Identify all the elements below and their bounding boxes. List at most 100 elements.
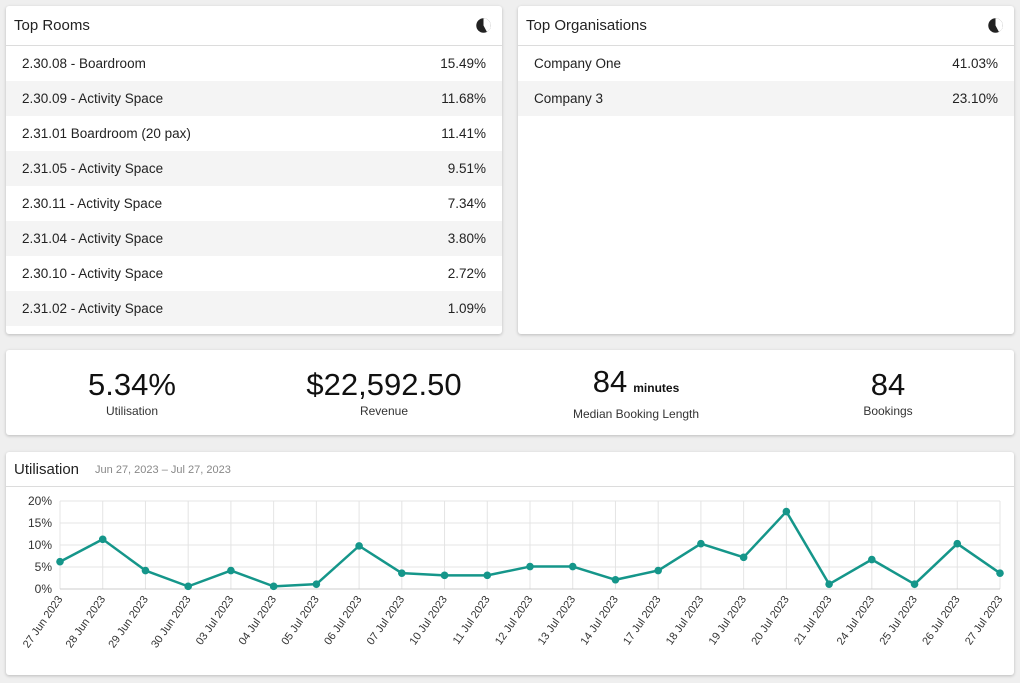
list-item-name: 2.30.10 - Activity Space — [22, 266, 164, 281]
list-item: 2.30.11 - Activity Space 7.34% — [6, 186, 502, 221]
y-tick-label: 15% — [28, 516, 52, 530]
top-rooms-list: 2.30.08 - Boardroom 15.49% 2.30.09 - Activ… — [6, 46, 502, 326]
list-item-name: 2.31.04 - Activity Space — [22, 231, 164, 246]
kpi-revenue: $22,592.50 Revenue — [258, 350, 510, 435]
utilisation-date-range: Jun 27, 2023 – Jul 27, 2023 — [95, 464, 231, 476]
y-tick-label: 20% — [28, 494, 52, 508]
kpi-utilisation-label: Utilisation — [105, 403, 159, 418]
list-item-value: 7.34% — [447, 196, 486, 211]
list-item-value: 15.49% — [440, 56, 486, 71]
x-tick-label: 06 Jul 2023 — [322, 594, 364, 647]
kpi-bookings-label: Bookings — [863, 403, 913, 418]
kpi-median-label: Median Booking Length — [572, 406, 700, 421]
pie-chart-icon[interactable] — [475, 17, 492, 34]
utilisation-chart-header: Utilisation Jun 27, 2023 – Jul 27, 2023 — [6, 452, 1014, 487]
list-item-name: 2.31.02 - Activity Space — [22, 301, 164, 316]
list-item: Company One 41.03% — [518, 46, 1014, 81]
list-item-value: 9.51% — [447, 161, 486, 176]
x-tick-label: 27 Jul 2023 — [963, 594, 1005, 647]
x-tick-label: 11 Jul 2023 — [451, 594, 493, 647]
utilisation-data-point — [782, 507, 791, 516]
list-item: 2.31.04 - Activity Space 3.80% — [6, 221, 502, 256]
utilisation-data-point — [98, 535, 107, 544]
kpi-utilisation: 5.34% Utilisation — [6, 350, 258, 435]
utilisation-data-point — [825, 580, 833, 588]
top-organisations-header: Top Organisations — [518, 6, 1014, 46]
utilisation-data-point — [141, 566, 150, 575]
list-item-name: Company 3 — [534, 91, 604, 106]
list-item: 2.30.08 - Boardroom 15.49% — [6, 46, 502, 81]
y-tick-label: 0% — [35, 582, 53, 596]
utilisation-data-point — [526, 562, 534, 571]
list-item-value: 2.72% — [447, 266, 486, 281]
x-tick-label: 14 Jul 2023 — [578, 594, 620, 647]
utilisation-data-point — [868, 555, 876, 564]
top-rooms-header: Top Rooms — [6, 6, 502, 46]
list-item-name: 2.30.11 - Activity Space — [22, 196, 163, 211]
kpi-bookings-value: 84 — [870, 366, 906, 402]
list-item: 2.31.01 Boardroom (20 pax) 11.41% — [6, 116, 502, 151]
utilisation-data-point — [56, 557, 64, 566]
x-tick-label: 28 Jun 2023 — [64, 594, 109, 650]
top-rooms-card: Top Rooms 2.30.08 - Boardroom 15.49% 2.30.… — [6, 6, 502, 334]
x-tick-label: 04 Jul 2023 — [237, 594, 279, 647]
list-item-name: Company One — [534, 56, 622, 71]
kpi-card: 5.34% Utilisation $22,592.50 Revenue 84 m… — [6, 350, 1014, 435]
kpi-utilisation-value: 5.34% — [88, 366, 176, 402]
x-tick-label: 18 Jul 2023 — [664, 594, 706, 647]
utilisation-chart-card: Utilisation Jun 27, 2023 – Jul 27, 2023 … — [6, 452, 1014, 675]
x-tick-label: 13 Jul 2023 — [536, 594, 578, 647]
kpi-median-value-wrap: 84 minutes — [592, 363, 680, 405]
list-item-value: 11.68% — [441, 91, 486, 106]
utilisation-data-point — [227, 566, 235, 575]
y-tick-label: 10% — [28, 538, 52, 552]
x-tick-label: 27 Jun 2023 — [21, 594, 66, 650]
x-tick-label: 05 Jul 2023 — [279, 594, 321, 647]
utilisation-data-point — [568, 562, 577, 571]
x-tick-label: 24 Jul 2023 — [835, 594, 877, 647]
x-tick-label: 12 Jul 2023 — [493, 594, 535, 647]
utilisation-data-point — [953, 539, 962, 548]
top-rooms-title: Top Rooms — [14, 17, 90, 34]
list-item: Company 3 23.10% — [518, 81, 1014, 116]
list-item-value: 11.41% — [441, 126, 486, 141]
kpi-revenue-value: $22,592.50 — [306, 366, 462, 402]
x-tick-label: 07 Jul 2023 — [365, 594, 407, 647]
x-tick-label: 17 Jul 2023 — [621, 594, 663, 647]
top-organisations-card: Top Organisations Company One 41.03% Compa… — [518, 6, 1014, 334]
top-organisations-title: Top Organisations — [526, 17, 647, 34]
utilisation-data-point — [739, 553, 748, 562]
x-tick-label: 25 Jul 2023 — [878, 594, 920, 647]
list-item-name: 2.31.01 Boardroom (20 pax) — [22, 126, 191, 141]
x-tick-label: 10 Jul 2023 — [408, 594, 450, 647]
list-item: 2.31.02 - Activity Space 1.09% — [6, 291, 502, 326]
pie-chart-icon[interactable] — [987, 17, 1004, 34]
utilisation-data-point — [440, 571, 449, 580]
list-item-value: 41.03% — [952, 56, 998, 71]
utilisation-data-point — [269, 582, 278, 591]
utilisation-data-point — [184, 582, 192, 591]
kpi-bookings: 84 Bookings — [762, 350, 1014, 435]
utilisation-chart-title: Utilisation — [14, 460, 80, 478]
y-tick-label: 5% — [35, 560, 53, 574]
kpi-median-unit: minutes — [633, 380, 680, 395]
list-item-value: 23.10% — [952, 91, 998, 106]
list-item-value: 3.80% — [447, 231, 486, 246]
x-tick-label: 26 Jul 2023 — [920, 594, 962, 647]
utilisation-data-point — [611, 575, 620, 584]
kpi-median-value: 84 — [592, 363, 628, 399]
x-tick-label: 30 Jun 2023 — [149, 594, 194, 650]
utilisation-data-point — [654, 566, 662, 575]
list-item-name: 2.30.08 - Boardroom — [22, 56, 146, 71]
top-organisations-list: Company One 41.03% Company 3 23.10% — [518, 46, 1014, 116]
x-tick-label: 29 Jun 2023 — [106, 594, 151, 650]
utilisation-data-point — [355, 542, 363, 550]
utilisation-data-point — [312, 580, 321, 588]
list-item-name: 2.30.09 - Activity Space — [22, 91, 164, 106]
utilisation-data-point — [398, 569, 406, 577]
list-item-value: 1.09% — [447, 301, 486, 316]
x-tick-label: 19 Jul 2023 — [707, 594, 749, 647]
x-tick-label: 20 Jul 2023 — [749, 594, 791, 647]
kpi-revenue-label: Revenue — [359, 403, 409, 418]
